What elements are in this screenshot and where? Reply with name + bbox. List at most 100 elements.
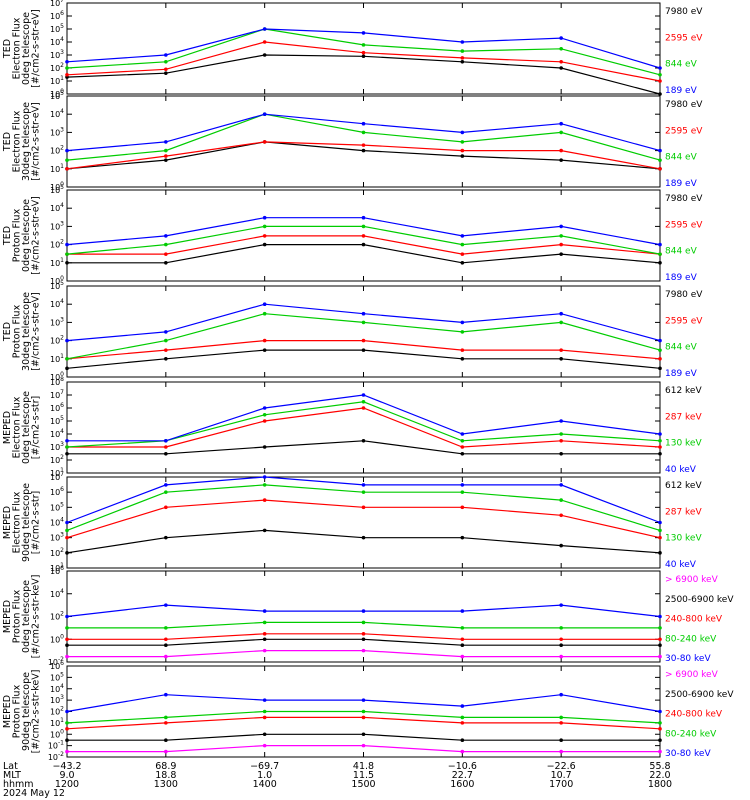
data-point — [559, 224, 563, 229]
y-tick-label: 103 — [50, 694, 64, 705]
data-point — [658, 520, 662, 525]
series-line — [66, 694, 661, 713]
y-tick-label: 102 — [50, 62, 64, 73]
data-point — [559, 654, 563, 659]
data-point — [361, 438, 366, 443]
data-point — [658, 167, 662, 171]
legend-entry: 844 eV — [665, 153, 698, 163]
data-point — [65, 721, 69, 725]
legend-entry: 7980 eV — [665, 100, 703, 110]
data-point — [65, 520, 69, 525]
x-tick-label-lat: −22.6 — [547, 761, 576, 772]
data-point — [65, 445, 69, 449]
data-point — [460, 609, 465, 613]
legend-entry: 612 keV — [665, 481, 702, 491]
data-point — [460, 704, 465, 708]
data-point — [361, 215, 366, 220]
data-point — [559, 543, 563, 548]
y-tick-label: 104 — [50, 36, 64, 47]
data-point — [361, 637, 366, 642]
y-tick-label: 104 — [50, 428, 64, 439]
x-tick-label-lat: 68.9 — [155, 761, 176, 772]
data-point — [361, 483, 366, 487]
data-point — [262, 743, 267, 748]
y-tick-label: 101 — [50, 467, 64, 478]
legend-entry: > 6900 keV — [665, 575, 719, 585]
data-point — [658, 721, 662, 725]
y-tick-label: 104 — [50, 683, 64, 694]
legend-entry: 189 eV — [665, 86, 698, 96]
series-line — [66, 349, 661, 369]
y-tick-label: 103 — [50, 126, 64, 137]
data-point — [361, 709, 366, 714]
data-point — [361, 242, 366, 247]
data-point — [460, 432, 465, 436]
data-point — [262, 338, 267, 343]
series-line — [66, 113, 661, 161]
data-point — [262, 140, 267, 144]
data-point — [65, 72, 69, 77]
data-point — [658, 242, 662, 247]
y-tick-label: 100 — [50, 181, 64, 192]
data-point — [460, 438, 465, 443]
data-point — [262, 709, 267, 714]
y-tick-label: 106 — [50, 660, 64, 671]
data-point — [164, 357, 168, 361]
data-point — [164, 721, 168, 725]
y-tick-label: 101 — [50, 717, 64, 728]
y-tick-label: 106 — [50, 10, 64, 21]
y-tick-label: 103 — [50, 532, 64, 543]
data-point — [361, 609, 366, 613]
data-point — [262, 412, 267, 417]
x-tick-label-mlt: 10.7 — [551, 770, 572, 781]
data-point — [559, 66, 563, 70]
data-point — [460, 626, 465, 630]
data-point — [164, 67, 168, 72]
data-point — [460, 738, 465, 742]
data-point — [658, 654, 662, 659]
data-point — [658, 438, 662, 443]
legend-entry: 2500-6900 keV — [665, 690, 734, 700]
data-point — [460, 59, 465, 64]
hhmm-row-label: hhmm — [3, 779, 34, 790]
data-point — [460, 40, 465, 44]
series-line — [66, 54, 661, 95]
data-point — [460, 242, 465, 247]
data-point — [164, 252, 168, 256]
data-point — [460, 643, 465, 647]
y-tick-label: 102 — [50, 454, 64, 465]
x-tick-label-mlt: 1.0 — [257, 770, 272, 781]
y-tick-label: 102 — [50, 547, 64, 558]
x-tick-label-time: 1700 — [549, 779, 573, 790]
y-tick-label: 101 — [50, 562, 64, 573]
data-point — [658, 366, 662, 371]
x-tick-label-time: 1600 — [450, 779, 474, 790]
panel-1: 100 101 102 103 104 105 106 107 TEDElectron Flux… — [2, 0, 703, 99]
data-point — [460, 330, 465, 334]
data-point — [658, 727, 662, 731]
y-tick-label: 102 — [50, 706, 64, 717]
data-point — [164, 338, 168, 343]
data-point — [559, 311, 563, 316]
data-point — [65, 637, 69, 642]
data-point — [559, 603, 563, 607]
y-tick-label: 100 — [50, 728, 64, 739]
legend-entry: 40 keV — [665, 465, 697, 475]
data-point — [460, 261, 465, 265]
data-point — [460, 320, 465, 325]
data-point — [361, 535, 366, 540]
data-point — [658, 709, 662, 714]
data-point — [658, 66, 662, 70]
data-point — [460, 637, 465, 642]
data-point — [164, 692, 168, 697]
y-tick-label: 103 — [50, 49, 64, 60]
data-point — [460, 654, 465, 659]
data-point — [559, 121, 563, 126]
data-point — [361, 620, 366, 625]
y-axis-label: TEDProton Flux30deg telescope[#/cm2-s-st… — [2, 292, 42, 371]
data-point — [559, 626, 563, 630]
data-point — [65, 535, 69, 540]
x-tick-label-mlt: 18.8 — [155, 770, 176, 781]
data-point — [559, 643, 563, 647]
data-point — [460, 148, 465, 153]
